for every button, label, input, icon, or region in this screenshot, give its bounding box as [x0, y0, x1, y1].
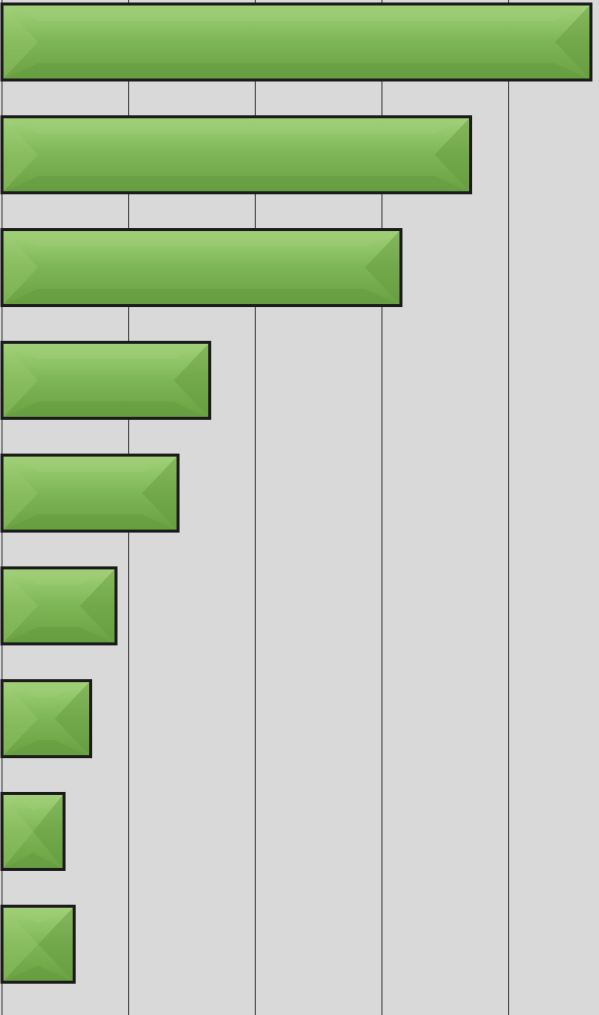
- bar-9: [0, 904, 76, 984]
- bar-7: [0, 679, 93, 759]
- bar-4: [0, 340, 212, 420]
- bar-3: [0, 228, 403, 308]
- bar-8: [0, 791, 66, 871]
- bar-2: [0, 115, 473, 195]
- bar-5: [0, 453, 180, 533]
- bars: [0, 2, 593, 984]
- bar-1: [0, 2, 593, 82]
- bar-6: [0, 566, 118, 646]
